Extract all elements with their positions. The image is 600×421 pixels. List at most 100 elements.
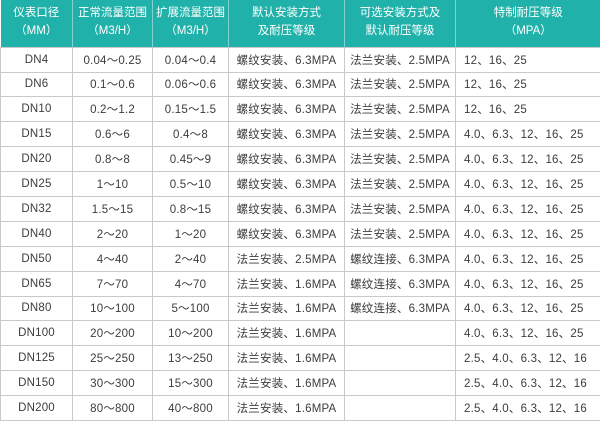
cell-special-pressure: 12、16、25	[456, 72, 600, 97]
cell-normal-flow: 20～200	[73, 321, 153, 346]
cell-normal-flow: 0.1～0.6	[73, 72, 153, 97]
cell-normal-flow: 1～10	[73, 172, 153, 197]
cell-diameter: DN25	[1, 172, 73, 197]
cell-default-install: 螺纹安装、6.3MPA	[229, 122, 345, 147]
cell-special-pressure: 2.5、4.0、6.3、12、16	[456, 396, 600, 421]
cell-default-install: 法兰安装、1.6MPA	[229, 346, 345, 371]
cell-default-install: 法兰安装、1.6MPA	[229, 296, 345, 321]
cell-normal-flow: 25～250	[73, 346, 153, 371]
cell-special-pressure: 12、16、25	[456, 97, 600, 122]
cell-special-pressure: 4.0、6.3、12、16、25	[456, 172, 600, 197]
cell-diameter: DN20	[1, 147, 73, 172]
cell-diameter: DN15	[1, 122, 73, 147]
column-header-extended-flow: 扩展流量范围 （M3/H）	[153, 0, 229, 47]
cell-normal-flow: 0.6～6	[73, 122, 153, 147]
cell-normal-flow: 10～100	[73, 296, 153, 321]
column-header-default-install-line1: 默认安装方式	[231, 5, 342, 23]
column-header-default-install: 默认安装方式 及耐压等级	[229, 0, 345, 47]
cell-extended-flow: 0.06～0.6	[153, 72, 229, 97]
cell-normal-flow: 30～300	[73, 371, 153, 396]
cell-extended-flow: 0.8～15	[153, 196, 229, 221]
header-row: 仪表口径 （MM） 正常流量范围 （M3/H） 扩展流量范围 （M3/H） 默认…	[1, 0, 600, 47]
cell-extended-flow: 15～300	[153, 371, 229, 396]
cell-normal-flow: 0.8～8	[73, 147, 153, 172]
cell-optional-install: 螺纹连接、6.3MPA	[345, 246, 456, 271]
cell-extended-flow: 1～20	[153, 221, 229, 246]
column-header-diameter-line1: 仪表口径	[3, 5, 71, 23]
cell-optional-install: 法兰安装、2.5MPA	[345, 147, 456, 172]
cell-default-install: 法兰安装、1.6MPA	[229, 396, 345, 421]
cell-special-pressure: 2.5、4.0、6.3、12、16	[456, 346, 600, 371]
cell-extended-flow: 0.5～10	[153, 172, 229, 197]
cell-special-pressure: 4.0、6.3、12、16、25	[456, 147, 600, 172]
cell-special-pressure: 4.0、6.3、12、16、25	[456, 221, 600, 246]
cell-default-install: 法兰安装、1.6MPA	[229, 321, 345, 346]
cell-special-pressure: 2.5、4.0、6.3、12、16	[456, 371, 600, 396]
cell-optional-install	[345, 371, 456, 396]
cell-optional-install: 法兰安装、2.5MPA	[345, 122, 456, 147]
column-header-normal-flow-line2: （M3/H）	[75, 23, 150, 41]
cell-extended-flow: 0.45～9	[153, 147, 229, 172]
column-header-optional-install-line2: 默认耐压等级	[347, 23, 453, 41]
cell-diameter: DN125	[1, 346, 73, 371]
cell-diameter: DN150	[1, 371, 73, 396]
cell-extended-flow: 10～200	[153, 321, 229, 346]
cell-default-install: 螺纹安装、6.3MPA	[229, 221, 345, 246]
cell-optional-install: 法兰安装、2.5MPA	[345, 47, 456, 72]
cell-optional-install: 法兰安装、2.5MPA	[345, 72, 456, 97]
column-header-special-pressure: 特制耐压等级 （MPA）	[456, 0, 600, 47]
column-header-extended-flow-line1: 扩展流量范围	[155, 5, 226, 23]
cell-diameter: DN80	[1, 296, 73, 321]
cell-extended-flow: 0.4～8	[153, 122, 229, 147]
cell-optional-install: 螺纹连接、6.3MPA	[345, 271, 456, 296]
cell-special-pressure: 4.0、6.3、12、16、25	[456, 196, 600, 221]
column-header-normal-flow: 正常流量范围 （M3/H）	[73, 0, 153, 47]
cell-normal-flow: 2～20	[73, 221, 153, 246]
cell-normal-flow: 7～70	[73, 271, 153, 296]
cell-normal-flow: 1.5～15	[73, 196, 153, 221]
cell-diameter: DN10	[1, 97, 73, 122]
cell-normal-flow: 0.04～0.25	[73, 47, 153, 72]
cell-special-pressure: 4.0、6.3、12、16、25	[456, 271, 600, 296]
cell-optional-install	[345, 346, 456, 371]
cell-default-install: 螺纹安装、6.3MPA	[229, 72, 345, 97]
cell-optional-install	[345, 396, 456, 421]
cell-diameter: DN200	[1, 396, 73, 421]
column-header-optional-install: 可选安装方式及 默认耐压等级	[345, 0, 456, 47]
cell-default-install: 法兰安装、1.6MPA	[229, 271, 345, 296]
cell-optional-install: 法兰安装、2.5MPA	[345, 97, 456, 122]
cell-optional-install: 法兰安装、2.5MPA	[345, 172, 456, 197]
cell-default-install: 螺纹安装、6.3MPA	[229, 47, 345, 72]
cell-extended-flow: 13～250	[153, 346, 229, 371]
cell-diameter: DN50	[1, 246, 73, 271]
cell-default-install: 螺纹安装、6.3MPA	[229, 196, 345, 221]
cell-diameter: DN40	[1, 221, 73, 246]
cell-diameter: DN65	[1, 271, 73, 296]
table-header: 仪表口径 （MM） 正常流量范围 （M3/H） 扩展流量范围 （M3/H） 默认…	[1, 0, 600, 47]
column-header-diameter-line2: （MM）	[3, 23, 71, 41]
cell-special-pressure: 4.0、6.3、12、16、25	[456, 246, 600, 271]
column-header-default-install-line2: 及耐压等级	[231, 23, 342, 41]
cell-extended-flow: 40～800	[153, 396, 229, 421]
cell-normal-flow: 80～800	[73, 396, 153, 421]
cell-special-pressure: 4.0、6.3、12、16、25	[456, 321, 600, 346]
cell-default-install: 法兰安装、2.5MPA	[229, 246, 345, 271]
cell-normal-flow: 0.2～1.2	[73, 97, 153, 122]
cell-default-install: 法兰安装、1.6MPA	[229, 371, 345, 396]
cell-extended-flow: 0.15～1.5	[153, 97, 229, 122]
cell-default-install: 螺纹安装、6.3MPA	[229, 97, 345, 122]
column-header-optional-install-line1: 可选安装方式及	[347, 5, 453, 23]
cell-extended-flow: 5～100	[153, 296, 229, 321]
cell-optional-install: 法兰安装、2.5MPA	[345, 221, 456, 246]
